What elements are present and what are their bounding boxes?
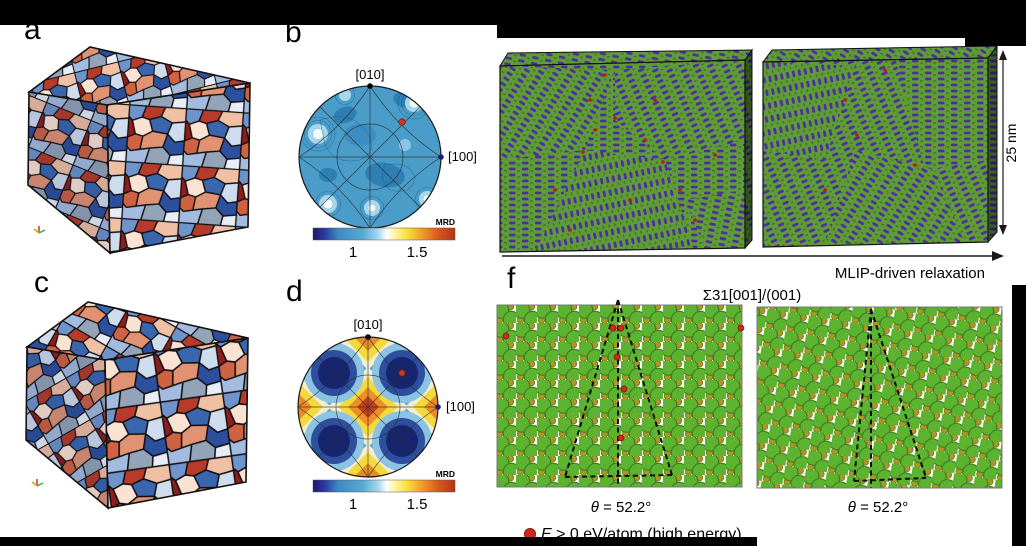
colorbar [312, 479, 456, 493]
high-energy-atoms [823, 68, 917, 192]
panel-c-polycrystal-cube [25, 301, 249, 510]
panel-label-c: c [34, 266, 49, 299]
colorbar [312, 227, 456, 241]
panel-label-f: f [507, 262, 516, 295]
panel-a-polycrystal-cube [27, 46, 251, 255]
colorbar-tick-high: 1.5 [407, 496, 428, 513]
colorbar-unit: MRD [436, 469, 455, 479]
pole-100-marker [435, 404, 441, 410]
panel-b-pole-figure: [010] [100] MRD 1 1.5 [298, 67, 477, 261]
process-arrow [502, 251, 1004, 261]
axis-label-010: [010] [354, 317, 383, 332]
letterbox-top-corner [965, 0, 1026, 46]
panel-e-atomistic-cubes: 25 nm MLIP-driven relaxation [499, 44, 1019, 282]
panel-label-b: b [285, 16, 302, 49]
axis-label-100: [100] [448, 149, 477, 164]
stereographic-grid [298, 85, 442, 229]
scale-bar-label: 25 nm [1003, 124, 1019, 163]
panel-f-grain-boundaries: Σ31[001]/(001) θ = 52.2° θ = 52.2° E > 0… [496, 287, 1003, 543]
theta-value: = 52.2° [599, 499, 651, 516]
panel-d-pole-figure: [010] [100] MRD 1 1.5 [297, 317, 475, 513]
panel-label-d: d [286, 275, 303, 308]
cube-front-face [106, 82, 251, 254]
colorbar-unit: MRD [436, 217, 455, 227]
pole-010-marker [367, 83, 373, 89]
pole-010-marker [365, 334, 371, 340]
atomistic-cube-relaxed [761, 44, 999, 248]
theta-symbol: θ [591, 499, 599, 516]
high-energy-atoms [553, 73, 717, 232]
misorientation-wedge-right [853, 308, 927, 488]
stereographic-grid [297, 336, 439, 478]
theta-symbol: θ [848, 499, 856, 516]
theta-value: = 52.2° [856, 499, 908, 516]
cube-left-shading [26, 347, 108, 508]
letterbox-top-right [497, 0, 1026, 38]
process-arrow-label: MLIP-driven relaxation [835, 265, 985, 282]
gb-angle-caption-left: θ = 52.2° [591, 499, 651, 516]
axes-triad-icon [33, 226, 46, 234]
cube-left-shading [28, 92, 110, 253]
colorbar-tick-low: 1 [349, 244, 357, 261]
orientation-marker-dot [398, 118, 406, 126]
gb-structure-unrelaxed [496, 304, 743, 488]
legend-symbol: E [541, 526, 552, 543]
gb-title: Σ31[001]/(001) [703, 287, 802, 304]
letterbox-bottom [0, 537, 757, 546]
axes-triad-icon [31, 479, 44, 487]
axis-label-100: [100] [446, 399, 475, 414]
misorientation-wedge-left [564, 299, 673, 487]
colorbar-tick-high: 1.5 [407, 244, 428, 261]
atomistic-cube-initial [499, 48, 753, 253]
letterbox-right [1012, 285, 1026, 546]
cube-front-face [104, 337, 249, 509]
pole-figure-contours [299, 86, 441, 228]
gb-angle-caption-right: θ = 52.2° [848, 499, 908, 516]
colorbar-tick-low: 1 [349, 496, 357, 513]
scale-bar [999, 50, 1007, 235]
pole-100-marker [438, 154, 444, 160]
axis-label-010: [010] [356, 67, 385, 82]
orientation-marker-dot [398, 369, 406, 377]
high-energy-atoms [502, 324, 745, 442]
